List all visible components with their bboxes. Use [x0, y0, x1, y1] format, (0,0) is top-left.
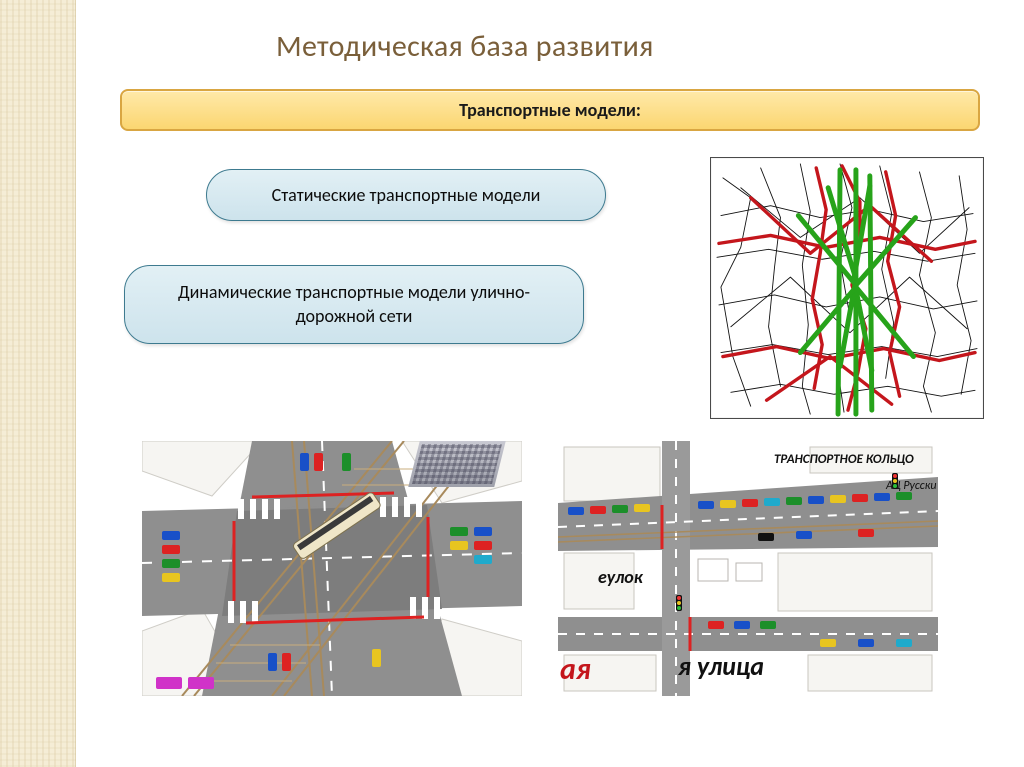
- network-map-diagram: [710, 157, 984, 419]
- intersection-3d-scene: [142, 441, 522, 696]
- section-banner: Транспортные модели:: [120, 89, 980, 131]
- bubble-column: Статические транспортные модели Динамиче…: [116, 157, 686, 419]
- page-title: Методическая база развития: [276, 28, 984, 65]
- building-block: [408, 441, 505, 487]
- plan-map-scene: ТРАНСПОРТНОЕ КОЛЬЦО АЦ Русски еулок ая я…: [558, 441, 938, 696]
- slide-content: Методическая база развития Транспортные …: [76, 0, 1024, 767]
- bubble-dynamic-models: Динамические транспортные модели улично-…: [124, 265, 584, 344]
- bottom-row: ТРАНСПОРТНОЕ КОЛЬЦО АЦ Русски еулок ая я…: [116, 441, 984, 696]
- label-lane: еулок: [598, 566, 644, 588]
- label-red: ая: [560, 651, 591, 688]
- sidebar-texture: [0, 0, 76, 767]
- label-street: я улица: [677, 650, 764, 682]
- traffic-light-icon: [892, 473, 898, 489]
- bubble-static-models: Статические транспортные модели: [206, 169, 606, 221]
- label-ring: ТРАНСПОРТНОЕ КОЛЬЦО: [774, 452, 914, 467]
- traffic-light-icon: [676, 595, 682, 611]
- upper-row: Статические транспортные модели Динамиче…: [116, 157, 984, 419]
